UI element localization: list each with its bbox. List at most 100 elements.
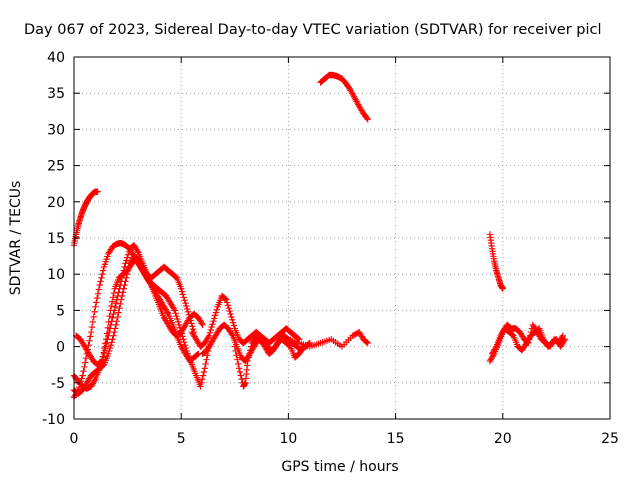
data-point xyxy=(183,347,190,355)
data-point xyxy=(180,294,187,301)
data-point xyxy=(178,330,185,337)
y-tick-label: -5 xyxy=(51,376,65,392)
series-arc-j xyxy=(317,71,371,123)
data-point xyxy=(178,288,186,295)
data-point xyxy=(112,321,120,329)
y-tick-label: 15 xyxy=(47,231,65,247)
data-point xyxy=(244,357,251,365)
x-tick-label: 5 xyxy=(177,431,186,447)
data-point xyxy=(117,300,124,308)
data-point xyxy=(105,347,113,355)
data-point xyxy=(228,331,235,338)
data-point xyxy=(213,306,220,313)
data-point xyxy=(111,303,119,310)
data-point xyxy=(201,365,208,372)
y-tick-label: 0 xyxy=(56,340,65,356)
data-point xyxy=(124,251,132,258)
x-tick-label: 0 xyxy=(70,431,79,447)
data-point xyxy=(226,307,233,315)
data-point xyxy=(80,368,87,375)
data-point xyxy=(235,360,242,368)
data-point xyxy=(87,328,95,336)
data-point xyxy=(105,318,112,326)
x-axis-label: GPS time / hours xyxy=(281,459,398,475)
data-point xyxy=(222,295,229,303)
y-tick-label: 40 xyxy=(47,50,65,66)
data-point xyxy=(125,248,133,255)
data-point xyxy=(90,313,97,321)
data-point xyxy=(236,368,244,376)
data-point xyxy=(211,315,218,322)
data-point xyxy=(182,344,190,352)
data-point xyxy=(232,347,239,355)
data-point xyxy=(363,114,371,122)
data-point xyxy=(175,321,183,329)
series-arc-m xyxy=(488,325,569,358)
data-point xyxy=(202,360,209,368)
series-arc-d xyxy=(72,256,213,390)
data-point xyxy=(199,321,206,329)
data-point xyxy=(108,339,115,346)
data-point xyxy=(79,372,86,379)
data-point xyxy=(211,312,219,319)
data-point xyxy=(106,312,113,320)
data-point xyxy=(124,267,132,274)
data-point xyxy=(189,323,196,330)
data-point xyxy=(97,278,104,285)
data-point xyxy=(173,312,180,320)
data-point xyxy=(125,263,133,271)
data-point xyxy=(210,318,217,325)
data-point xyxy=(113,318,121,325)
data-point xyxy=(98,274,105,282)
data-point xyxy=(181,297,188,304)
data-point xyxy=(180,336,187,343)
data-point xyxy=(88,323,96,331)
data-point xyxy=(212,309,220,316)
data-point xyxy=(178,285,185,292)
data-point xyxy=(114,313,121,321)
data-point xyxy=(119,289,127,296)
data-point xyxy=(247,347,254,354)
data-point xyxy=(111,328,118,336)
data-point xyxy=(87,333,94,340)
data-point xyxy=(134,247,141,255)
data-point xyxy=(194,351,201,358)
y-tick-label: 35 xyxy=(47,86,65,102)
data-point xyxy=(245,354,252,361)
series-arc-h xyxy=(231,332,307,390)
data-point xyxy=(110,332,117,339)
y-tick-label: -10 xyxy=(42,412,65,428)
data-point xyxy=(91,377,98,384)
data-point xyxy=(89,318,97,326)
data-point xyxy=(183,302,190,310)
data-point xyxy=(186,314,193,321)
data-point xyxy=(103,330,111,337)
data-point xyxy=(224,302,232,309)
data-point xyxy=(198,320,205,327)
data-point xyxy=(116,305,123,312)
data-point xyxy=(223,296,230,303)
series-arc-e xyxy=(70,252,198,397)
data-point xyxy=(91,308,98,316)
data-point xyxy=(94,188,101,195)
data-point xyxy=(208,323,215,331)
x-tick-label: 25 xyxy=(601,431,619,447)
data-point xyxy=(78,375,85,382)
data-point xyxy=(93,294,101,302)
data-point xyxy=(170,305,178,313)
x-tick-label: 15 xyxy=(387,431,405,447)
data-point xyxy=(184,305,191,313)
data-point xyxy=(188,320,195,327)
data-point xyxy=(107,307,114,314)
data-point xyxy=(209,320,216,328)
data-point xyxy=(172,310,179,317)
data-point xyxy=(102,340,109,347)
data-point xyxy=(99,271,106,278)
chart-title: Day 067 of 2023, Sidereal Day-to-day VTE… xyxy=(24,22,602,38)
data-point xyxy=(99,267,107,274)
data-point xyxy=(117,296,125,303)
data-point xyxy=(179,333,186,340)
data-point xyxy=(112,299,120,307)
data-point xyxy=(105,350,112,358)
data-point xyxy=(96,281,103,289)
